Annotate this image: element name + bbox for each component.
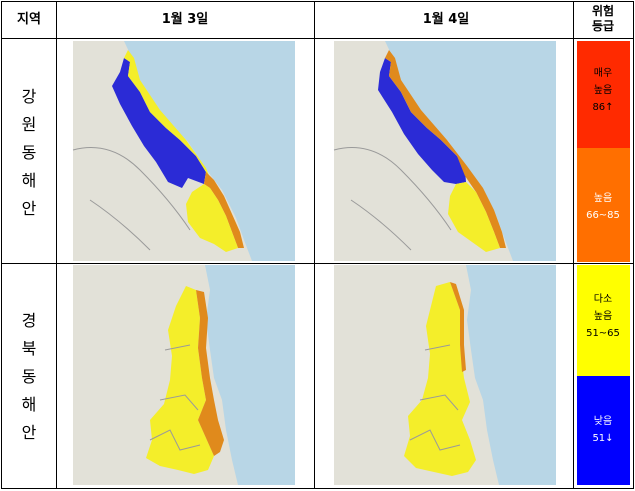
legend-moderate-box bbox=[577, 265, 630, 376]
legend-very-high-line-2: 높음 bbox=[594, 84, 612, 96]
map-gyeongbuk-jan4 bbox=[334, 265, 556, 485]
header-date-1: 1월 3일 bbox=[162, 11, 209, 27]
legend-moderate-line-1: 다소 bbox=[594, 293, 612, 305]
risk-legend: 매우 높음 86↑ 높음 66~85 다소 높음 51~65 낮음 51↓ bbox=[577, 41, 630, 485]
region-char: 북 bbox=[22, 339, 37, 358]
region-label-gangwon: 강 원 동 해 안 bbox=[22, 87, 37, 218]
legend-very-high-box bbox=[577, 41, 630, 148]
legend-moderate-line-3: 51~65 bbox=[586, 328, 620, 339]
region-char: 안 bbox=[22, 423, 37, 442]
legend-high-line-1: 높음 bbox=[594, 192, 612, 204]
region-label-gyeongbuk: 경 북 동 해 안 bbox=[22, 311, 37, 442]
region-char: 동 bbox=[22, 143, 37, 162]
map-gangwon-jan3 bbox=[72, 41, 295, 261]
region-char: 해 bbox=[22, 171, 37, 190]
region-char: 해 bbox=[22, 395, 37, 414]
legend-high-box bbox=[577, 148, 630, 262]
legend-low-box bbox=[577, 376, 630, 485]
region-char: 안 bbox=[22, 199, 37, 218]
header-date-2: 1월 4일 bbox=[423, 11, 470, 27]
legend-low-line-1: 낮음 bbox=[594, 415, 612, 427]
legend-very-high-line-3: 86↑ bbox=[592, 102, 613, 113]
map-gangwon-jan4 bbox=[333, 41, 556, 261]
header-risk-line-1: 위험 bbox=[592, 3, 614, 18]
header-row: 지역 1월 3일 1월 4일 위험 등급 bbox=[17, 3, 614, 33]
map-gyeongbuk-jan3 bbox=[73, 265, 295, 485]
region-char: 강 bbox=[22, 87, 37, 106]
header-risk-line-2: 등급 bbox=[592, 19, 614, 33]
legend-high-line-2: 66~85 bbox=[586, 210, 620, 221]
legend-low-line-2: 51↓ bbox=[592, 433, 613, 444]
region-char: 원 bbox=[22, 115, 37, 134]
region-char: 경 bbox=[22, 311, 37, 330]
header-region: 지역 bbox=[17, 11, 41, 27]
legend-moderate-line-2: 높음 bbox=[594, 310, 612, 322]
region-char: 동 bbox=[22, 367, 37, 386]
legend-very-high-line-1: 매우 bbox=[594, 67, 612, 79]
